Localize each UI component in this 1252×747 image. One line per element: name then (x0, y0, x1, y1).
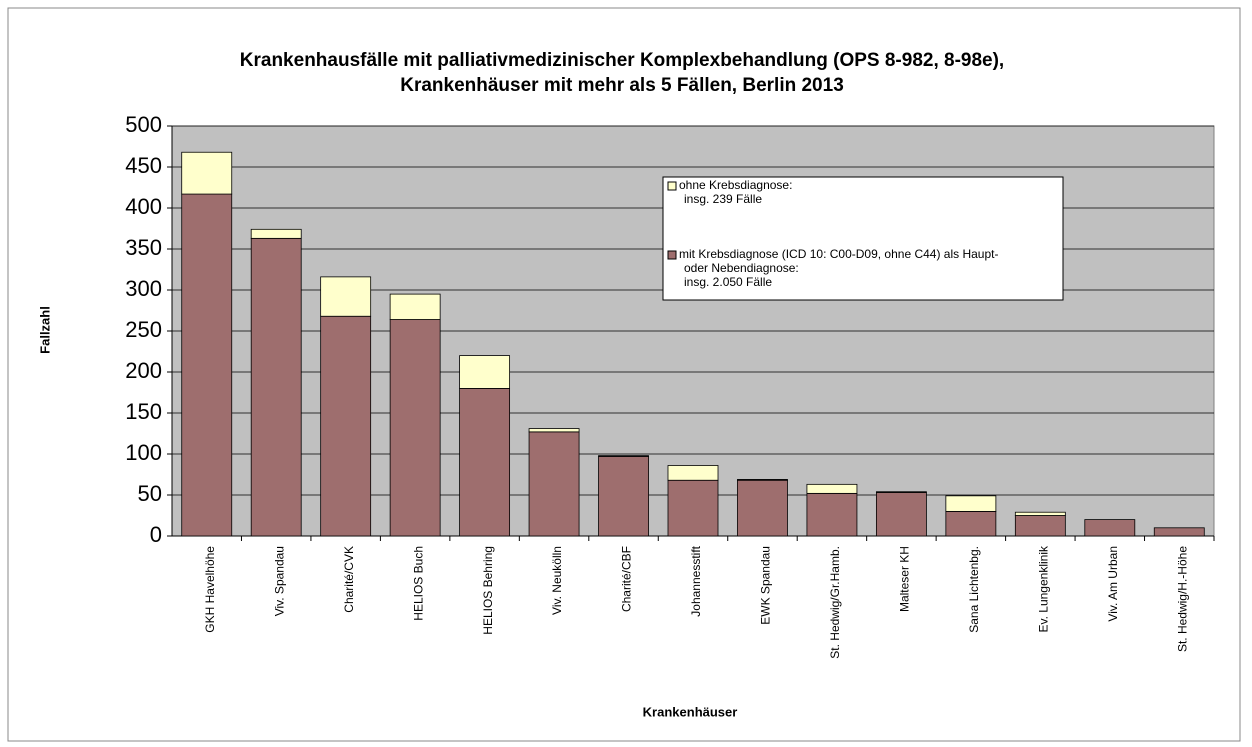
bar-segment (806, 492, 858, 537)
y-tick-label: 400 (125, 194, 162, 219)
legend-swatch (667, 250, 677, 260)
x-axis-label: Krankenhäuser (643, 704, 738, 719)
bar-segment (598, 456, 649, 537)
y-tick-label: 200 (125, 358, 162, 383)
y-tick-label: 350 (125, 235, 162, 260)
bar-segment (1084, 519, 1136, 537)
y-tick-label: 50 (138, 481, 162, 506)
x-tick-label: Viv. Am Urban (1106, 546, 1120, 622)
bar-segment (181, 193, 233, 537)
bar-segment (598, 455, 649, 457)
bar-segment (1014, 511, 1066, 516)
bar-segment (1014, 515, 1066, 537)
bar-segment (250, 237, 302, 537)
x-tick-label: Johannesstift (689, 545, 703, 616)
x-tick-label: Malteser KH (898, 546, 912, 612)
x-tick-label: Charité/CBF (620, 546, 634, 612)
bar-segment (667, 479, 719, 537)
y-tick-label: 250 (125, 317, 162, 342)
y-tick-label: 100 (125, 440, 162, 465)
legend-label: mit Krebsdiagnose (ICD 10: C00-D09, ohne… (679, 247, 999, 289)
x-tick-label: Charité/CVK (342, 546, 356, 613)
x-tick-label: Viv. Spandau (272, 546, 286, 616)
x-tick-label: Sana Lichtenbg. (967, 546, 981, 633)
bar-segment (459, 387, 511, 537)
x-tick-label: Ev. Lungenklinik (1037, 545, 1051, 632)
x-tick-label: EWK Spandau (759, 546, 773, 625)
bar-segment (528, 431, 580, 537)
x-tick-label: HELIOS Buch (411, 546, 425, 621)
y-tick-label: 0 (150, 522, 162, 547)
bar-segment (528, 428, 580, 433)
bar-segment (667, 465, 719, 481)
bar-segment (250, 228, 302, 239)
bar-segment (737, 479, 788, 481)
bar-segment (875, 492, 927, 537)
bar-segment (320, 315, 372, 537)
bar-segment (945, 495, 997, 512)
y-tick-label: 150 (125, 399, 162, 424)
legend-box (662, 176, 1064, 301)
bar-segment (181, 151, 233, 195)
bar-segment (320, 276, 372, 317)
legend-label: ohne Krebsdiagnose: insg. 239 Fälle (679, 178, 792, 206)
x-tick-label: St. Hedwig/H.-Höhe (1175, 546, 1189, 652)
x-tick-label: St. Hedwig/Gr.Hamb. (828, 546, 842, 659)
bar-segment (806, 483, 858, 494)
y-tick-label: 450 (125, 153, 162, 178)
bar-segment (389, 293, 441, 320)
bar-segment (875, 491, 927, 493)
x-tick-label: GKH Havelhöhe (203, 546, 217, 633)
y-tick-label: 500 (125, 112, 162, 137)
x-tick-label: Viv. Neukölln (550, 546, 564, 615)
legend-swatch (667, 181, 677, 191)
bar-segment (1153, 527, 1205, 537)
y-tick-label: 300 (125, 276, 162, 301)
bar-segment (737, 479, 788, 537)
chart-title: Krankenhausfälle mit palliativmedizinisc… (240, 50, 1004, 71)
bar-segment (945, 510, 997, 537)
y-axis-label: Fallzahl (37, 306, 52, 354)
bar-segment (459, 355, 511, 389)
bar-segment (389, 319, 441, 537)
chart-subtitle: Krankenhäuser mit mehr als 5 Fällen, Ber… (400, 75, 844, 96)
x-tick-label: HELIOS Behring (481, 546, 495, 635)
